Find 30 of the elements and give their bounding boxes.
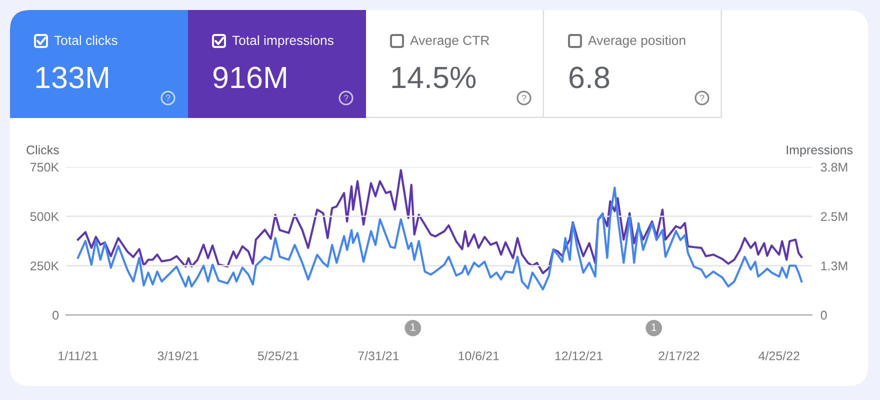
y2-tick-label: 0 bbox=[820, 310, 827, 320]
y2-axis-title: Impressions bbox=[786, 145, 853, 157]
x-tick-label: 10/6/21 bbox=[458, 351, 499, 360]
y2-tick-label: 1.3M bbox=[821, 261, 848, 270]
text: 14.5% bbox=[392, 66, 476, 88]
text: 1 bbox=[652, 324, 656, 331]
y-tick-label: 250K bbox=[30, 261, 59, 270]
x-tick-label: 7/31/21 bbox=[358, 351, 399, 360]
line-series bbox=[76, 186, 803, 290]
text: Total clicks bbox=[54, 35, 118, 46]
y-tick-label: 750K bbox=[30, 162, 59, 172]
x-tick-label: 5/25/21 bbox=[258, 351, 299, 360]
y-tick-label: 500K bbox=[30, 212, 59, 221]
text: Average CTR bbox=[410, 36, 490, 48]
text: 133M bbox=[36, 66, 108, 88]
y2-tick-label: 3.8M bbox=[820, 162, 848, 172]
y2-tick-label: 2.5M bbox=[820, 212, 848, 221]
x-tick-label: 2/17/22 bbox=[658, 351, 700, 360]
text: 1 bbox=[410, 324, 416, 331]
text: Average position bbox=[588, 35, 686, 48]
x-tick-label: 3/19/21 bbox=[158, 351, 198, 360]
x-tick-label: 12/12/21 bbox=[555, 351, 603, 360]
line-series bbox=[76, 169, 803, 274]
y-tick-label: 0 bbox=[52, 310, 59, 320]
x-tick-label: 4/25/22 bbox=[758, 351, 800, 360]
x-tick-label: 1/11/21 bbox=[58, 351, 98, 360]
text: 916M bbox=[213, 66, 286, 88]
text: 6.8 bbox=[570, 66, 610, 88]
text: Total impressions bbox=[232, 35, 334, 48]
y-axis-title: Clicks bbox=[26, 145, 59, 154]
